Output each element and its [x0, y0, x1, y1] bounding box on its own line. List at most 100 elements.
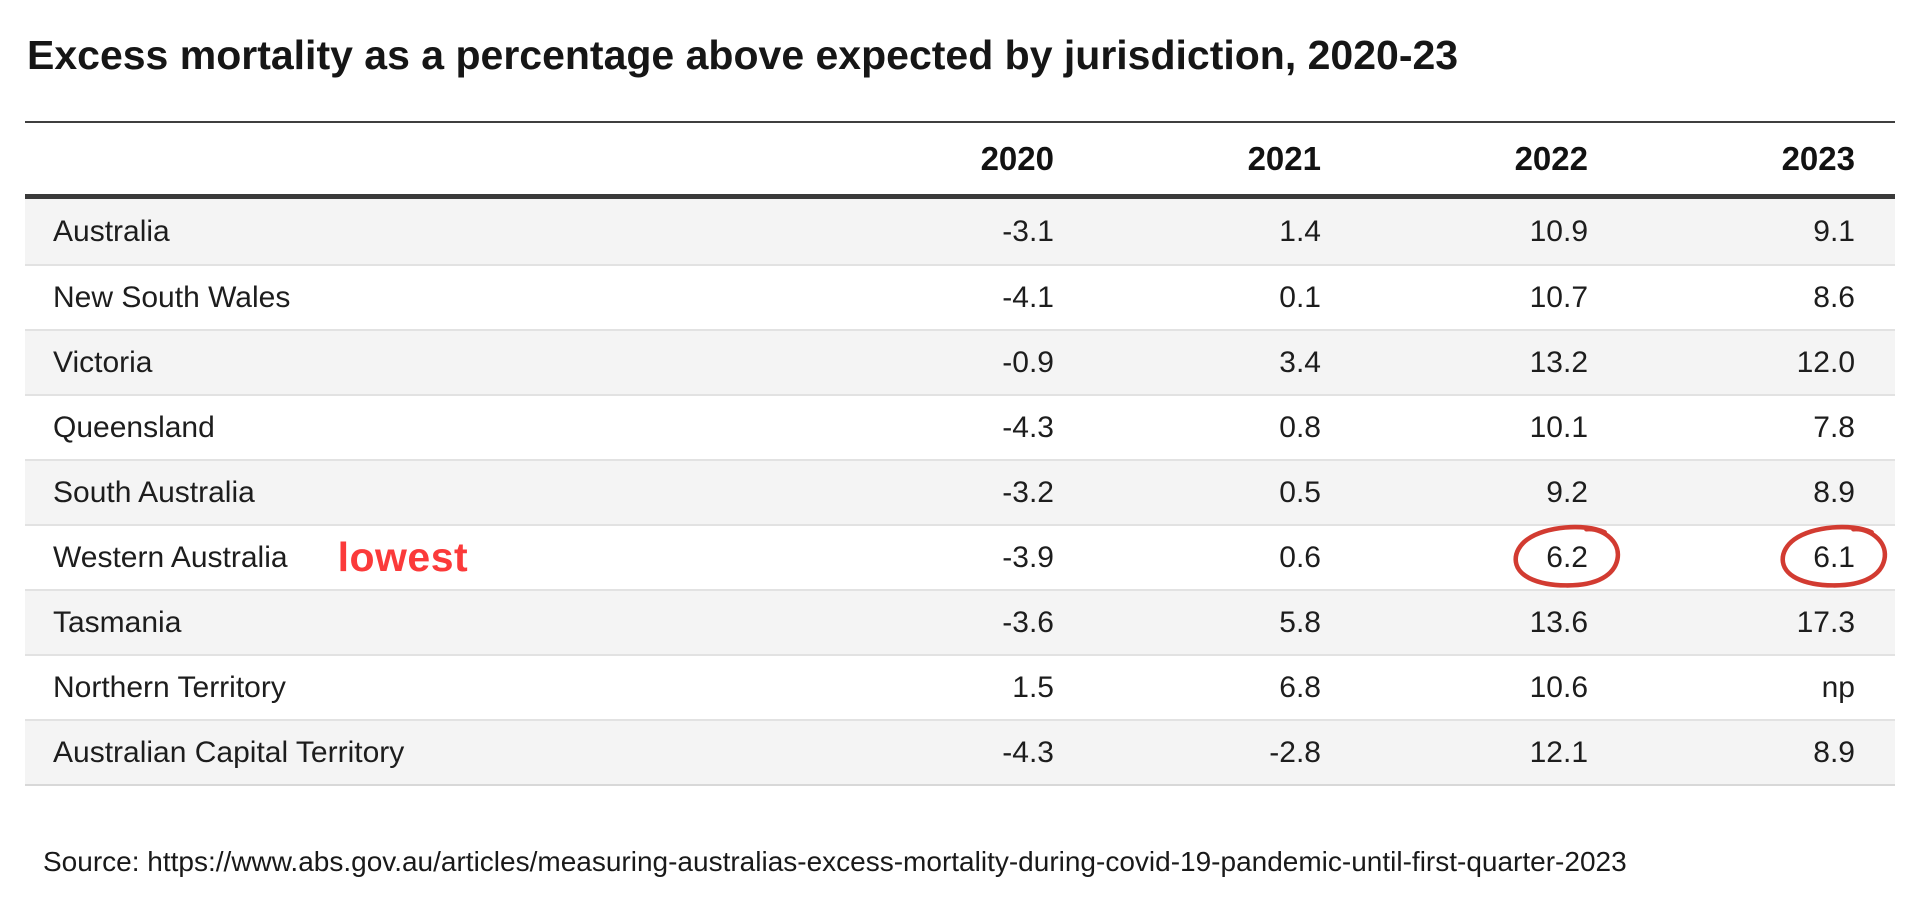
value-cell: 9.1 — [1626, 215, 1893, 249]
value: -4.1 — [1002, 280, 1054, 314]
value-cell: 0.8 — [1092, 411, 1359, 445]
value: 0.1 — [1279, 280, 1321, 314]
table-row: Australian Capital Territory -4.3 -2.8 12.1… — [25, 719, 1895, 785]
value-cell: 1.5 — [825, 671, 1092, 705]
jurisdiction-label: Tasmania — [53, 605, 182, 639]
value-cell: 9.2 — [1359, 476, 1626, 510]
value-cell: -4.3 — [825, 736, 1092, 770]
value-cell: np — [1626, 671, 1893, 705]
value-cell: -3.1 — [825, 215, 1092, 249]
table-row: Victoria -0.9 3.4 13.2 12.0 — [25, 329, 1895, 395]
jurisdiction-cell: Tasmania — [25, 606, 825, 640]
jurisdiction-cell: Queensland — [25, 411, 825, 445]
value: 1.4 — [1279, 214, 1321, 248]
jurisdiction-label: Australian Capital Territory — [53, 735, 405, 769]
column-header-2020: 2020 — [980, 139, 1054, 177]
header-divider — [25, 194, 1895, 200]
value: 8.6 — [1813, 280, 1855, 314]
value: 12.0 — [1796, 345, 1855, 379]
value-cell: 6.1 — [1626, 524, 1893, 588]
value-cell: -4.3 — [825, 411, 1092, 445]
value: 0.6 — [1279, 540, 1321, 574]
value-cell: 10.9 — [1359, 215, 1626, 249]
jurisdiction-label: Western Australia — [53, 540, 288, 574]
chart-title: Excess mortality as a percentage above e… — [27, 32, 1459, 78]
value-cell: 0.5 — [1092, 476, 1359, 510]
value-cell: 17.3 — [1626, 606, 1893, 640]
value-cell: 12.0 — [1626, 346, 1893, 380]
value-cell: 13.6 — [1359, 606, 1626, 640]
source-text: Source: https://www.abs.gov.au/articles/… — [43, 846, 1627, 878]
value-cell: 8.6 — [1626, 281, 1893, 315]
value-cell: 10.6 — [1359, 671, 1626, 705]
value-cell: 8.9 — [1626, 476, 1893, 510]
value-cell: 13.2 — [1359, 346, 1626, 380]
column-header-2022: 2022 — [1514, 139, 1588, 177]
circled-value: 6.1 — [1780, 524, 1888, 588]
value: 12.1 — [1529, 735, 1588, 769]
jurisdiction-label: New South Wales — [53, 280, 291, 314]
value: -3.6 — [1002, 605, 1054, 639]
table-row: Queensland -4.3 0.8 10.1 7.8 — [25, 394, 1895, 459]
table-header-row: 2020 2021 2022 2023 — [25, 123, 1895, 194]
value: 10.6 — [1529, 670, 1588, 704]
value: 6.8 — [1279, 670, 1321, 704]
value: 10.9 — [1529, 214, 1588, 248]
value-cell: -3.6 — [825, 606, 1092, 640]
value: 17.3 — [1796, 605, 1855, 639]
value: -3.1 — [1002, 214, 1054, 248]
value-cell: -3.9 — [825, 541, 1092, 575]
value: 5.8 — [1279, 605, 1321, 639]
jurisdiction-cell: South Australia — [25, 476, 825, 510]
table-body: Australia -3.1 1.4 10.9 9.1 New South Wales -4… — [25, 199, 1895, 785]
value-cell: 5.8 — [1092, 606, 1359, 640]
value-cell: 12.1 — [1359, 736, 1626, 770]
jurisdiction-label: South Australia — [53, 475, 255, 509]
value-cell: -3.2 — [825, 476, 1092, 510]
table-row: South Australia -3.2 0.5 9.2 8.9 — [25, 459, 1895, 525]
value-cell: 0.6 — [1092, 541, 1359, 575]
value: 6.1 — [1813, 540, 1855, 574]
column-header-2021: 2021 — [1247, 139, 1321, 177]
table-row: Tasmania -3.6 5.8 13.6 17.3 — [25, 589, 1895, 655]
value: -3.2 — [1002, 475, 1054, 509]
value: -0.9 — [1002, 345, 1054, 379]
jurisdiction-cell: Australian Capital Territory — [25, 736, 825, 770]
value: np — [1821, 670, 1855, 704]
jurisdiction-label: Victoria — [53, 345, 153, 379]
jurisdiction-label: Northern Territory — [53, 670, 286, 704]
value: 13.2 — [1529, 345, 1588, 379]
value: 10.7 — [1529, 280, 1588, 314]
title-divider — [25, 121, 1895, 124]
value: 3.4 — [1279, 345, 1321, 379]
value-cell: 0.1 — [1092, 281, 1359, 315]
value-cell: 1.4 — [1092, 215, 1359, 249]
handwritten-annotation: lowest — [337, 534, 469, 581]
value: -4.3 — [1002, 410, 1054, 444]
value-cell: 10.7 — [1359, 281, 1626, 315]
circled-value: 6.2 — [1513, 524, 1621, 588]
value-cell: 3.4 — [1092, 346, 1359, 380]
value: 1.5 — [1012, 670, 1054, 704]
table-row: New South Wales -4.1 0.1 10.7 8.6 — [25, 264, 1895, 329]
value: 8.9 — [1813, 475, 1855, 509]
value: 0.5 — [1279, 475, 1321, 509]
table-row: Western Australia lowest -3.9 0.6 6.2 6.1 — [25, 524, 1895, 589]
value-cell: 6.8 — [1092, 671, 1359, 705]
value: 8.9 — [1813, 735, 1855, 769]
jurisdiction-cell: New South Wales — [25, 281, 825, 315]
value-cell: 6.2 — [1359, 524, 1626, 588]
value-cell: 7.8 — [1626, 411, 1893, 445]
jurisdiction-cell: Australia — [25, 215, 825, 249]
table-row: Northern Territory 1.5 6.8 10.6 np — [25, 654, 1895, 719]
value: 9.1 — [1813, 214, 1855, 248]
value: 7.8 — [1813, 410, 1855, 444]
value: -3.9 — [1002, 540, 1054, 574]
jurisdiction-cell: Northern Territory — [25, 671, 825, 705]
value: -4.3 — [1002, 735, 1054, 769]
value-cell: -4.1 — [825, 281, 1092, 315]
table-bottom-divider — [25, 784, 1895, 787]
value: 0.8 — [1279, 410, 1321, 444]
value: 6.2 — [1546, 540, 1588, 574]
value: 13.6 — [1529, 605, 1588, 639]
